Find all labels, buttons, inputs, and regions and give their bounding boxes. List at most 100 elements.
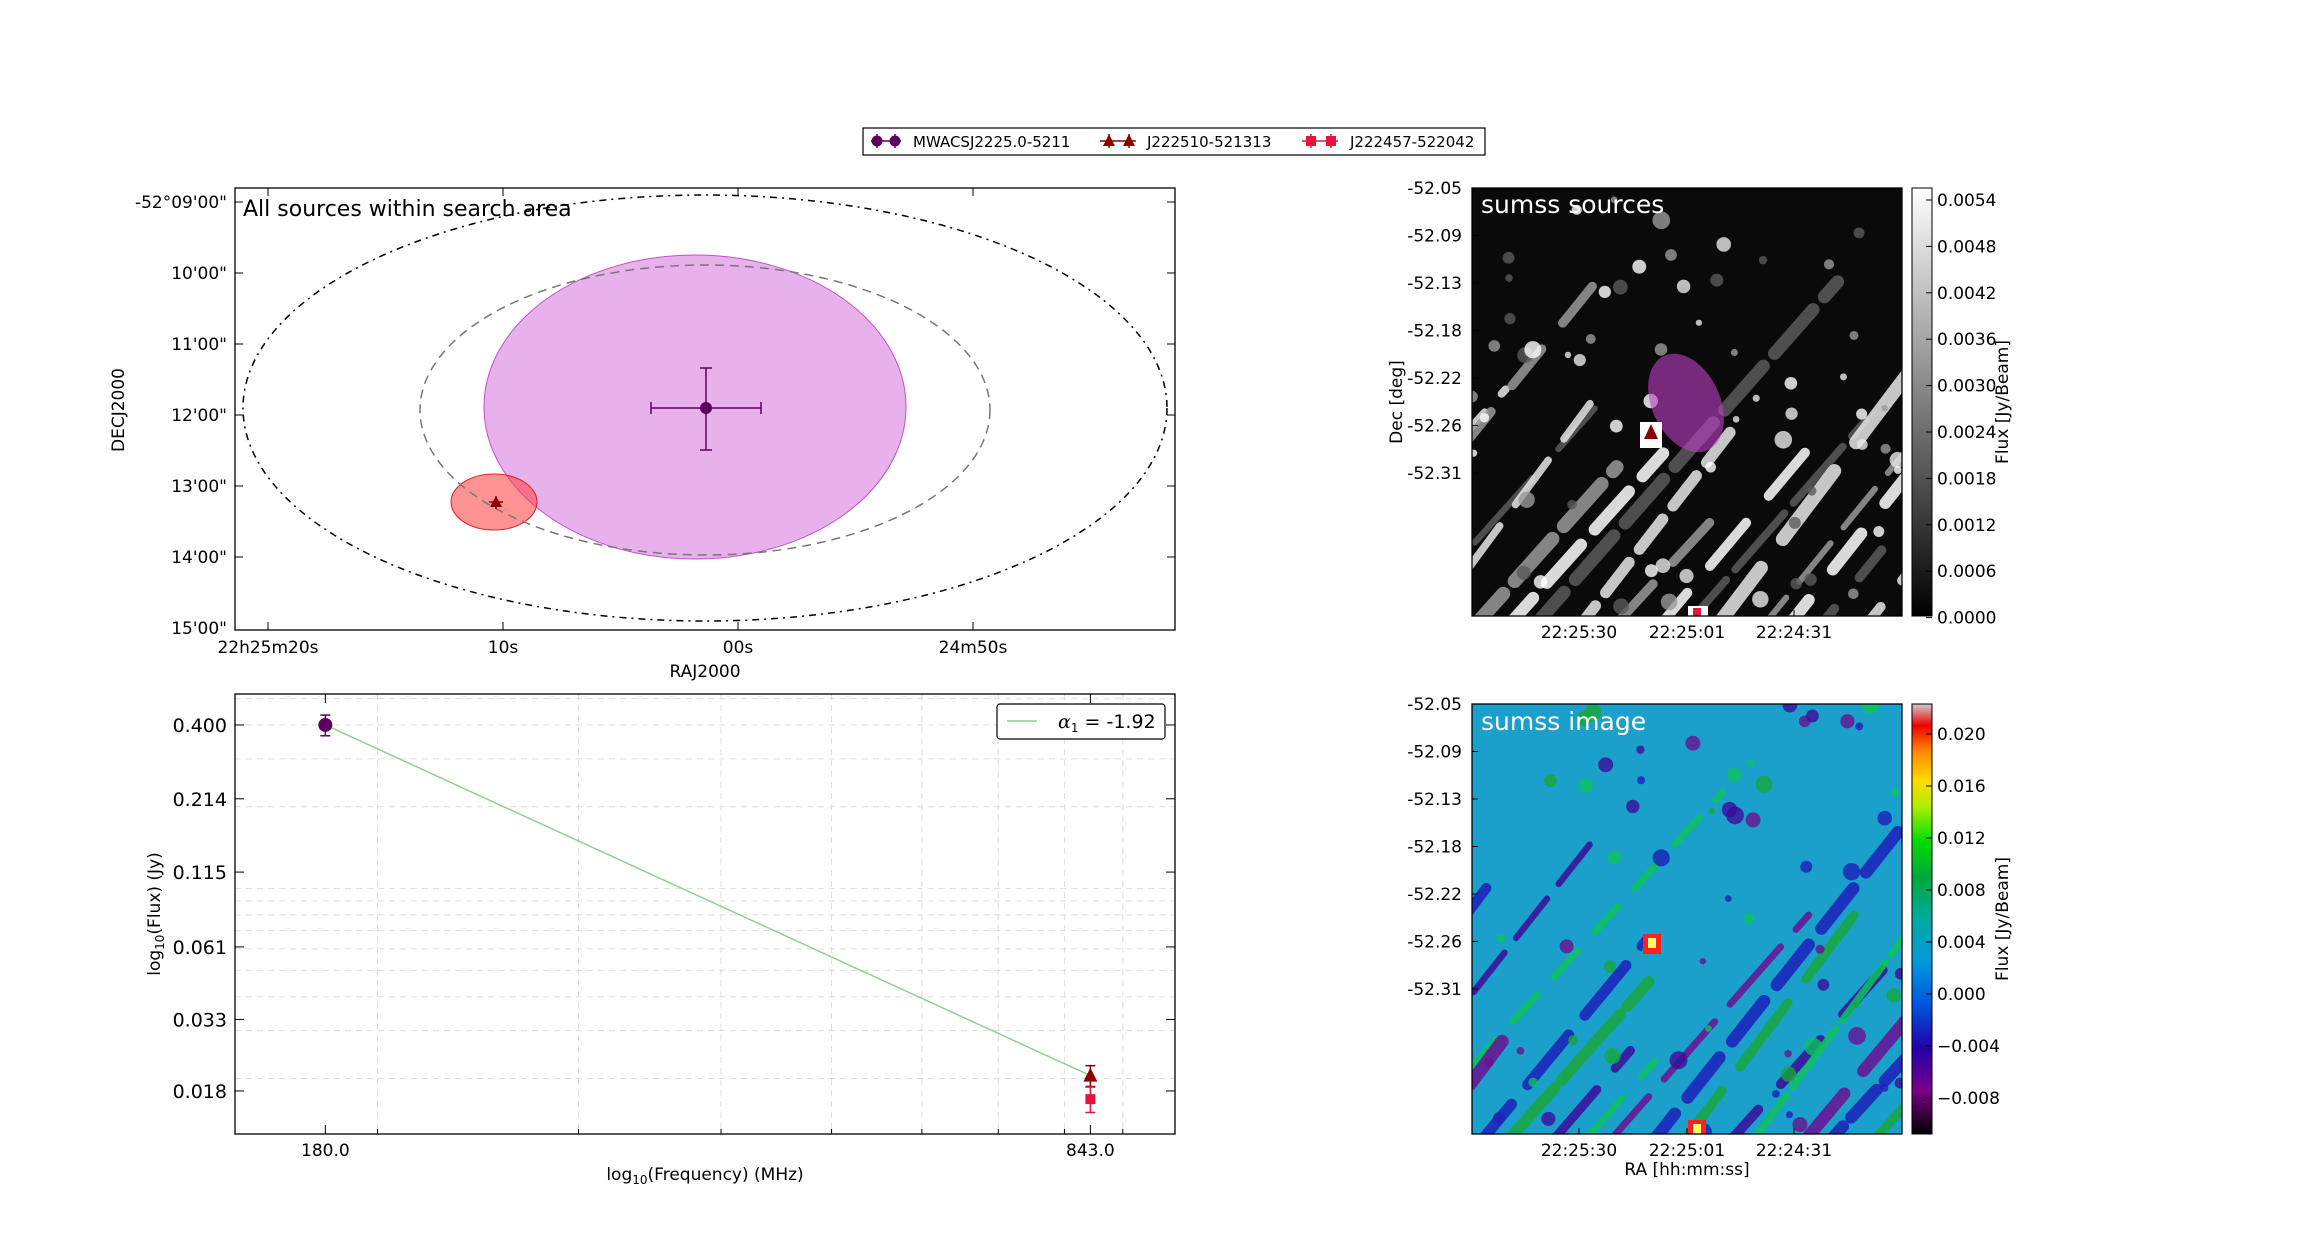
blob <box>1660 593 1678 611</box>
blob <box>1585 334 1596 344</box>
sed-panel: 180.0 843.0 0.400 0.214 0.115 0.061 0.033 0.018… <box>145 693 1176 1187</box>
blob <box>1747 759 1756 767</box>
positions-y-ticks: -52°09'00" 10'00" 11'00" 12'00" 13'00" 1… <box>135 193 1175 639</box>
sed-point-triangle <box>1083 1067 1098 1082</box>
blob <box>1788 516 1801 529</box>
sed-y-tick-label: 0.061 <box>173 937 227 959</box>
stripe <box>2144 943 2318 1154</box>
sed-point-square <box>1085 1094 1096 1105</box>
blob <box>1853 1002 1860 1009</box>
blob <box>1604 1047 1621 1065</box>
blob <box>1516 565 1531 580</box>
stripe <box>1313 1047 1403 1154</box>
blob <box>1758 255 1768 265</box>
blob <box>1891 788 1901 798</box>
blob <box>1804 1037 1823 1056</box>
blob <box>1710 273 1724 287</box>
x-tick-label: 22:25:30 <box>1541 623 1617 643</box>
stripe <box>2007 906 2222 1154</box>
stripe <box>1650 816 1902 1134</box>
blob <box>1784 1049 1792 1058</box>
blob <box>1472 390 1478 403</box>
blob <box>1652 849 1670 867</box>
stripe <box>1788 472 1902 616</box>
blob <box>1609 419 1623 433</box>
blob <box>1472 449 1478 457</box>
stripe <box>1472 877 1496 916</box>
stripe-group <box>1313 704 2318 1154</box>
blob <box>1518 491 1535 508</box>
y-tick-label: -52.05 <box>1407 179 1462 199</box>
colorbar-tick-label: 0.0024 <box>1937 423 1996 443</box>
blob <box>1800 860 1813 873</box>
legend-label-j222510: J222510-521313 <box>1146 133 1271 151</box>
blob <box>1774 431 1793 449</box>
blob <box>1881 404 1888 412</box>
stripe <box>1506 976 1655 1134</box>
blob <box>1652 211 1671 230</box>
blob <box>1613 598 1630 615</box>
blob <box>1665 249 1677 261</box>
legend-square-marker <box>1326 136 1336 146</box>
colorbar-tick-label: −0.004 <box>1937 1037 2000 1057</box>
blob <box>1804 573 1817 586</box>
colorbar-tick-label: 0.0036 <box>1937 330 1996 350</box>
stripe <box>1661 444 1813 616</box>
blob <box>1842 862 1861 881</box>
stripe-group <box>1472 196 2318 636</box>
blob <box>1805 709 1819 723</box>
positions-y-tick-label: 14'00" <box>171 548 227 568</box>
blob <box>1743 912 1755 924</box>
blob <box>1894 967 1902 980</box>
blob <box>1880 1083 1889 1092</box>
blob <box>1636 745 1645 754</box>
x-tick-label: 22:25:01 <box>1649 1141 1725 1161</box>
blob <box>1705 461 1716 473</box>
blob <box>1785 407 1798 420</box>
colorbar-tick-label: 0.0000 <box>1937 609 1996 629</box>
blob <box>1708 807 1716 815</box>
blob <box>1807 486 1817 496</box>
x-tick-label: 22:24:31 <box>1756 1141 1832 1161</box>
y-tick-label: -52.26 <box>1407 417 1462 437</box>
stripe <box>1873 1102 1902 1134</box>
blob <box>1745 812 1761 828</box>
positions-title: All sources within search area <box>243 197 572 222</box>
sumss-image-x-ticks: 22:25:30 22:25:01 22:24:31 <box>1541 1128 1832 1161</box>
positions-frame <box>234 187 1176 631</box>
y-tick-label: -52.26 <box>1407 933 1462 953</box>
blob <box>1785 1111 1793 1119</box>
y-tick-label: -52.18 <box>1407 322 1462 342</box>
stripe <box>2100 324 2318 636</box>
stripe <box>2030 880 2255 1154</box>
stripe <box>1472 405 1598 551</box>
x-tick-label: 22:25:01 <box>1649 623 1725 643</box>
blob <box>1856 439 1868 450</box>
sumss-sources-colorbar-ticks: 0.0054 0.0048 0.0042 0.0036 0.0030 0.0024 0.00… <box>1926 191 1996 629</box>
blob <box>1479 413 1490 423</box>
blob <box>1880 443 1891 454</box>
blob <box>1583 704 1602 722</box>
blob <box>1784 376 1798 390</box>
stripe <box>1689 416 1870 616</box>
positions-y-tick-label: 10'00" <box>171 264 227 284</box>
colorbar-tick-label: 0.0042 <box>1937 284 1996 304</box>
positions-x-tick-label: 22h25m20s <box>217 638 318 658</box>
y-tick-label: -52.18 <box>1407 838 1462 858</box>
sed-legend-value: = -1.92 <box>1078 711 1155 733</box>
sed-legend-label: α1 = -1.92 <box>1058 711 1156 735</box>
legend-circle-marker <box>889 135 901 147</box>
sed-x-tick-label: 180.0 <box>301 1141 350 1161</box>
colorbar-tick-label: 0.0018 <box>1937 469 1996 489</box>
stripe <box>1715 370 1902 616</box>
legend-circle-marker <box>871 135 883 147</box>
sed-x-axis-label: log10(Frequency) (MHz) <box>606 1165 803 1187</box>
stripe <box>1827 1053 1902 1134</box>
blob <box>1695 319 1703 326</box>
blob <box>1571 204 1582 215</box>
blob <box>1755 775 1773 793</box>
blob <box>1483 1057 1494 1068</box>
sed-fit-line <box>325 724 1091 1077</box>
j222510-source-marker <box>490 496 502 507</box>
sumss-sources-stripes <box>1472 196 2318 636</box>
